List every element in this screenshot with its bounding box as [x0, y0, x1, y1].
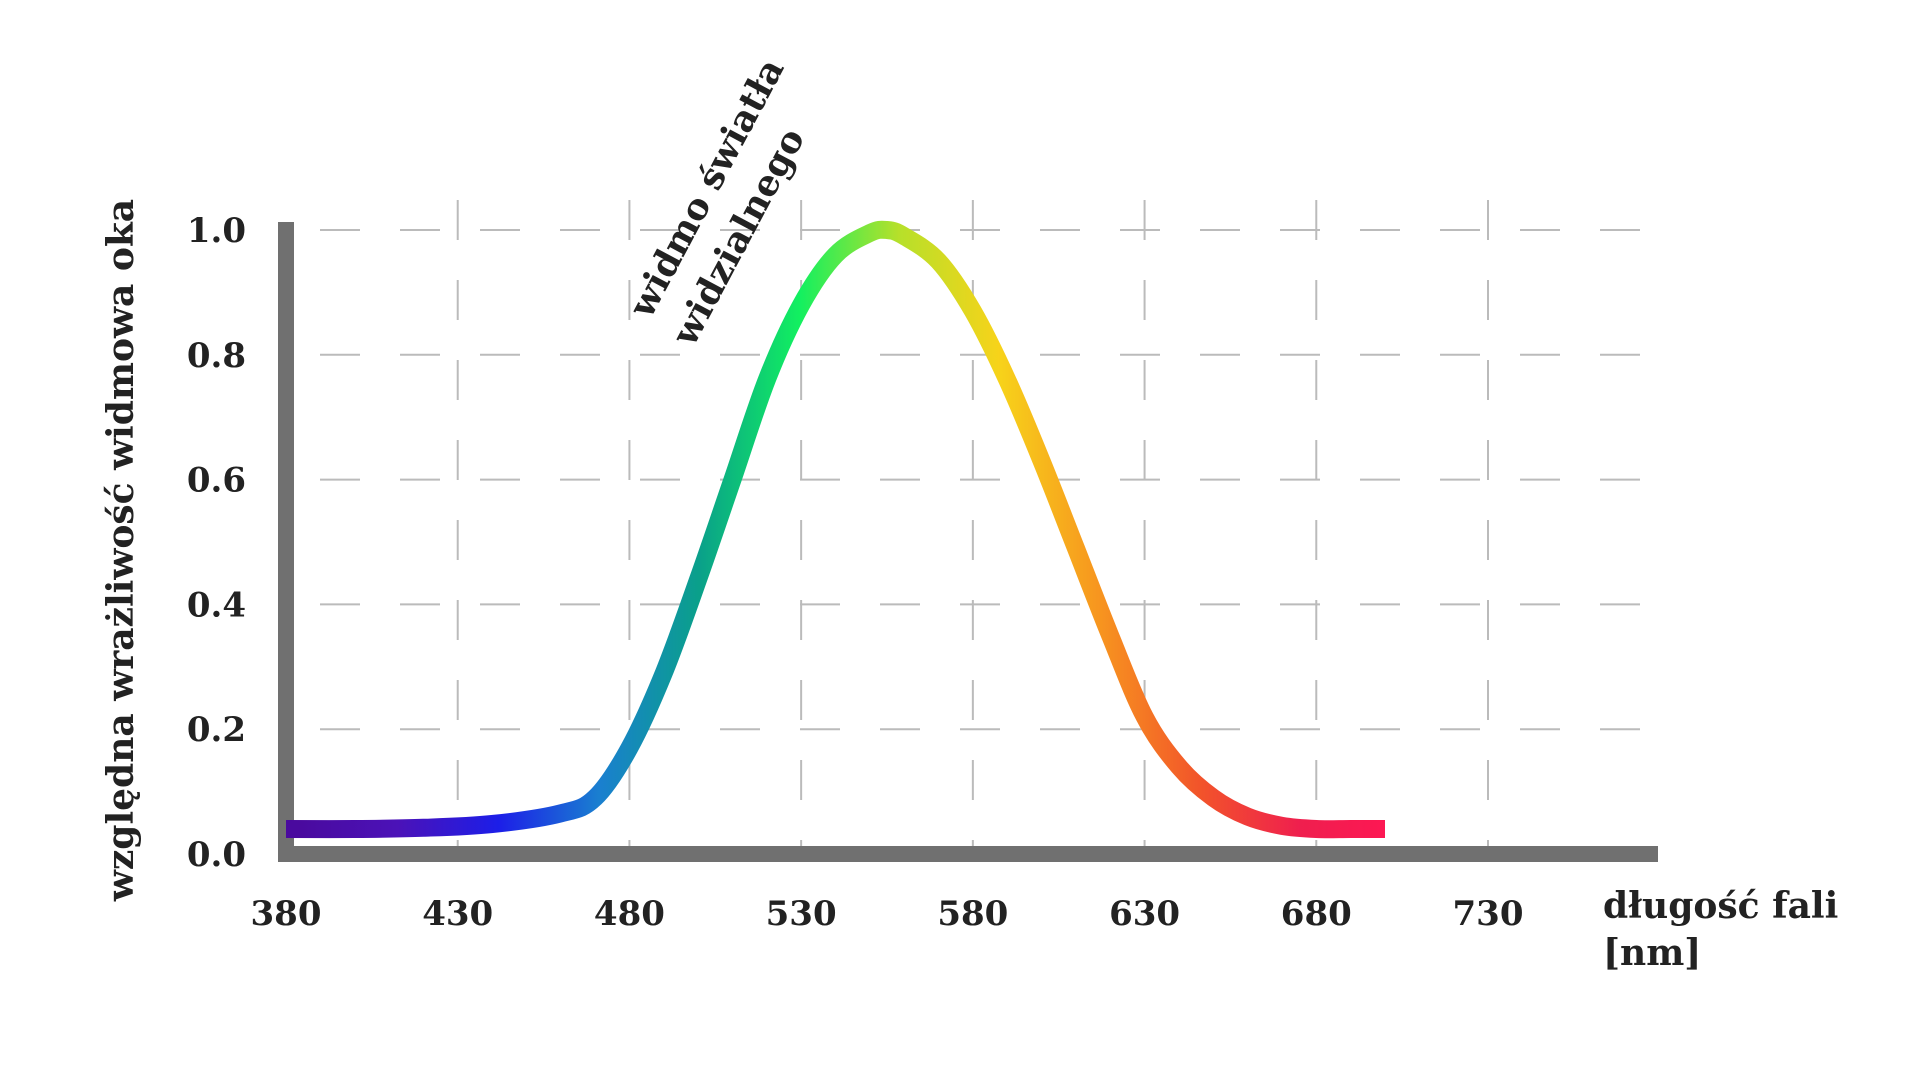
x-tick-label-0: 380	[251, 894, 322, 934]
x-tick-labels: 380 430 480 530 580 630 680 730	[251, 894, 1524, 934]
grid-lines	[320, 200, 1680, 846]
y-tick-label-3: 0.6	[187, 461, 246, 501]
y-tick-label-1: 0.2	[187, 710, 246, 750]
y-tick-label-5: 1.0	[187, 211, 246, 251]
y-axis-title: względna wrażliwość widmowa oka	[100, 199, 142, 902]
y-tick-label-0: 0.0	[187, 835, 246, 875]
x-tick-label-5: 630	[1109, 894, 1180, 934]
y-tick-labels: 0.0 0.2 0.4 0.6 0.8 1.0	[187, 211, 246, 875]
y-tick-label-4: 0.8	[187, 336, 246, 376]
y-tick-label-2: 0.4	[187, 585, 246, 625]
x-tick-label-7: 730	[1453, 894, 1524, 934]
x-tick-label-6: 680	[1281, 894, 1352, 934]
y-axis-line	[278, 222, 294, 862]
x-tick-label-2: 480	[594, 894, 665, 934]
sensitivity-curve	[285, 220, 1385, 839]
x-tick-label-3: 530	[766, 894, 837, 934]
x-tick-label-1: 430	[422, 894, 493, 934]
axes	[278, 222, 1658, 862]
x-tick-label-4: 580	[937, 894, 1008, 934]
x-axis-title: długość fali	[1603, 885, 1838, 927]
x-axis-line	[278, 846, 1658, 862]
x-axis-unit: [nm]	[1603, 932, 1701, 974]
